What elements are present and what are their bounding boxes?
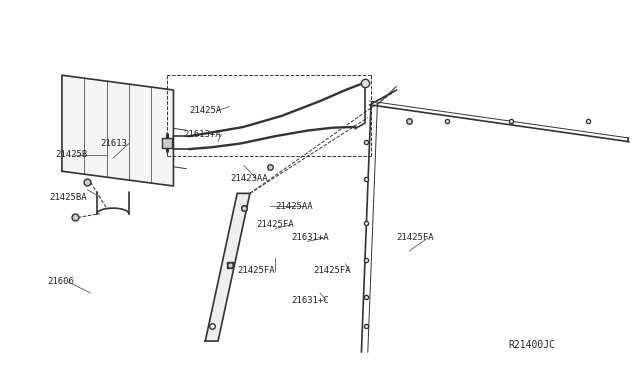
Polygon shape [205,193,250,341]
Text: 21425B: 21425B [56,150,88,159]
Text: 21425FA: 21425FA [396,233,434,242]
Text: 21425AA: 21425AA [275,202,313,211]
Text: R21400JC: R21400JC [509,340,556,350]
Text: 21613: 21613 [100,139,127,148]
Text: 21425BA: 21425BA [49,193,87,202]
Text: 21425FA: 21425FA [237,266,275,275]
Text: 21425A: 21425A [189,106,221,115]
Polygon shape [62,75,173,186]
Text: 21613+A: 21613+A [183,130,221,139]
Text: 21631+A: 21631+A [291,233,329,242]
Text: 21425FA: 21425FA [314,266,351,275]
Text: 21631+C: 21631+C [291,296,329,305]
Text: 21606: 21606 [47,278,74,286]
Text: 21425FA: 21425FA [256,220,294,229]
Text: 21423AA: 21423AA [231,174,268,183]
